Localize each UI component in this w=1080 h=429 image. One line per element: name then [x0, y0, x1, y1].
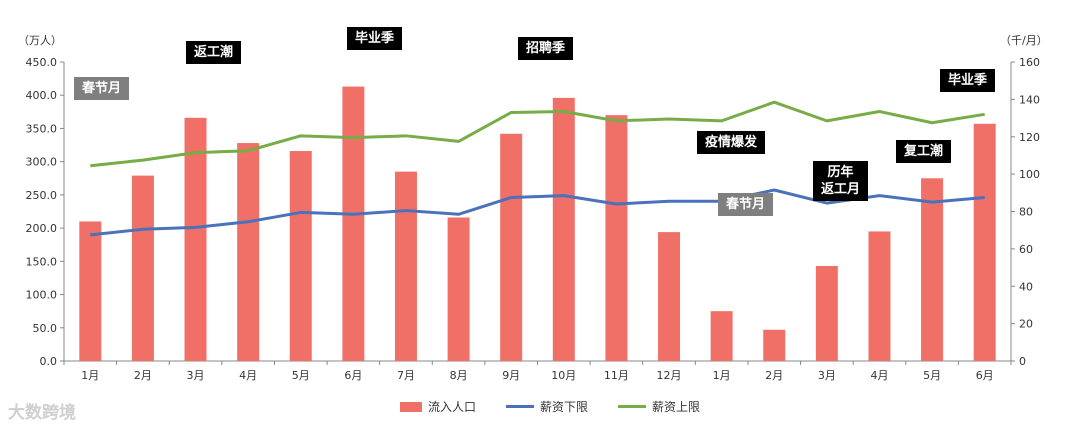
x-tick-label: 4月: [870, 369, 888, 382]
left-tick-label: 150.0: [26, 255, 58, 268]
bar-inflow: [710, 311, 733, 361]
left-tick-label: 450.0: [26, 56, 58, 69]
bar-inflow: [552, 97, 575, 361]
left-tick-label: 350.0: [26, 122, 58, 135]
legend-swatch-line-green: [618, 405, 647, 408]
right-tick-label: 100: [1019, 168, 1040, 181]
bar-inflow: [79, 221, 102, 361]
bar-inflow: [447, 217, 470, 361]
x-tick-label: 3月: [818, 369, 836, 382]
bar-inflow: [605, 115, 628, 362]
annotation-return-to-work-1: 返工潮: [186, 41, 242, 64]
annotation-recruiting-season: 招聘季: [518, 37, 574, 60]
x-tick-label: 5月: [292, 369, 310, 382]
right-tick-label: 80: [1019, 206, 1033, 219]
annotation-historical-return-month: 历年 返工月: [813, 161, 869, 201]
x-tick-label: 12月: [657, 369, 682, 382]
line-salary-upper: [90, 100, 985, 168]
left-tick-label: 0.0: [40, 355, 58, 368]
right-tick-label: 20: [1019, 318, 1033, 331]
left-axis-unit: （万人）: [18, 34, 62, 47]
x-tick-label: 5月: [923, 369, 941, 382]
left-tick-label: 300.0: [26, 156, 58, 169]
watermark-logo: 大数跨境: [8, 403, 76, 423]
legend-item-salary-upper: 薪资上限: [618, 398, 700, 415]
bar-inflow: [184, 117, 207, 362]
left-tick-label: 200.0: [26, 222, 58, 235]
x-tick-label: 4月: [239, 369, 257, 382]
x-tick-label: 3月: [187, 369, 205, 382]
x-tick-label: 2月: [765, 369, 783, 382]
bar-inflow: [815, 265, 838, 361]
legend-swatch-line-blue: [506, 405, 535, 408]
x-tick-label: 7月: [397, 369, 415, 382]
annotation-spring-festival-2: 春节月: [718, 193, 774, 216]
bar-inflow: [342, 86, 365, 361]
left-tick-label: 250.0: [26, 189, 58, 202]
annotation-spring-festival-1: 春节月: [74, 77, 130, 100]
x-tick-label: 11月: [604, 369, 629, 382]
bar-inflow: [763, 329, 786, 361]
right-tick-label: 60: [1019, 243, 1033, 256]
annotation-epidemic-outbreak: 疫情爆发: [697, 131, 766, 154]
x-tick-label: 1月: [81, 369, 99, 382]
bar-inflow: [868, 231, 891, 361]
bar-inflow: [237, 143, 260, 361]
bar-inflow: [921, 178, 944, 361]
bar-inflow: [131, 175, 154, 361]
line-salary-lower: [90, 188, 985, 237]
bar-inflow: [500, 133, 523, 361]
legend-label-inflow: 流入人口: [428, 400, 477, 414]
right-axis-unit: （千/月）: [1000, 34, 1048, 47]
bar-inflow: [658, 232, 681, 361]
right-tick-label: 120: [1019, 131, 1040, 144]
bar-inflow: [973, 123, 996, 361]
legend-swatch-bar: [400, 401, 422, 412]
annotation-graduation-2: 毕业季: [940, 69, 996, 92]
x-tick-label: 9月: [502, 369, 520, 382]
legend-label-salary-lower: 薪资下限: [540, 400, 589, 414]
annotation-graduation-1: 毕业季: [347, 27, 403, 50]
x-tick-label: 10月: [551, 369, 576, 382]
legend: 流入人口 薪资下限 薪资上限: [400, 398, 700, 415]
right-tick-label: 40: [1019, 280, 1033, 293]
x-tick-label: 6月: [976, 369, 994, 382]
legend-label-salary-upper: 薪资上限: [652, 400, 701, 414]
right-tick-label: 0: [1019, 355, 1026, 368]
legend-item-salary-lower: 薪资下限: [506, 398, 588, 415]
bar-inflow: [289, 151, 312, 361]
left-tick-label: 100.0: [26, 289, 58, 302]
annotation-resumption-wave: 复工潮: [896, 140, 952, 163]
left-tick-label: 50.0: [33, 322, 58, 335]
right-tick-label: 140: [1019, 93, 1040, 106]
left-tick-label: 400.0: [26, 89, 58, 102]
x-tick-label: 8月: [450, 369, 468, 382]
right-tick-label: 160: [1019, 56, 1040, 69]
x-tick-label: 1月: [713, 369, 731, 382]
legend-item-inflow: 流入人口: [400, 398, 476, 415]
x-tick-label: 2月: [134, 369, 152, 382]
bar-inflow: [394, 171, 417, 361]
x-tick-label: 6月: [344, 369, 362, 382]
